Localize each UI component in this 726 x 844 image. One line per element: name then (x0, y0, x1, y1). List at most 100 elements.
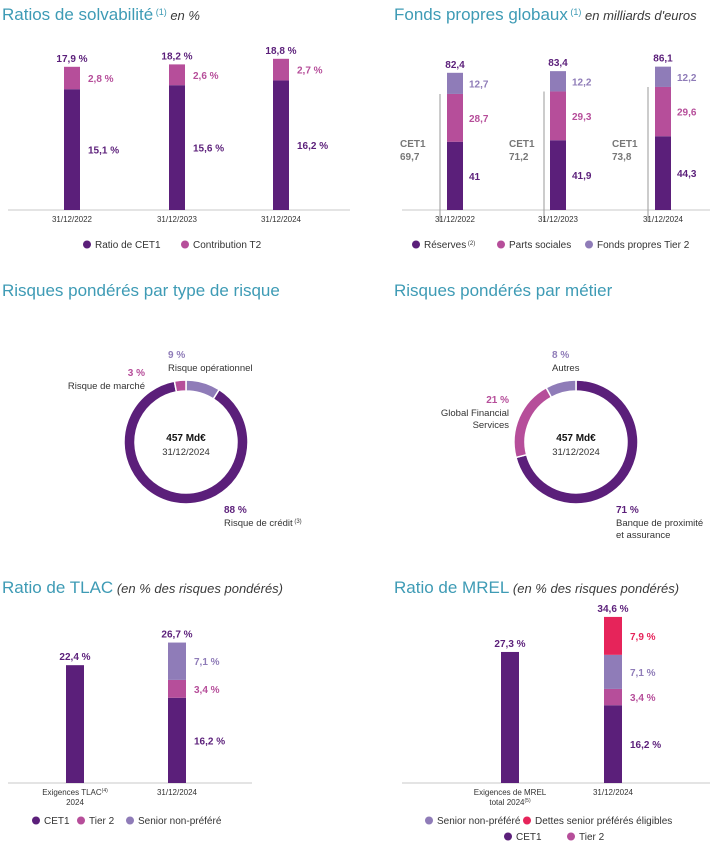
mrel-seg-label-1: 3,4 % (630, 693, 656, 704)
tlac-tick-1-0: 31/12/2024 (157, 788, 198, 797)
mrel-legend-a-label-1: Dettes senior préférés éligibles (535, 816, 672, 827)
mrel-legend-b-label-0: CET1 (516, 832, 542, 843)
rwabiz-donut-slice-1 (513, 386, 553, 459)
tlac-bar-seg-2 (168, 642, 186, 680)
ownfunds-cet1-value-1: 71,2 (509, 152, 529, 163)
mrel-bar-seg-3 (604, 616, 622, 655)
ownfunds-title-note: (1) (568, 7, 582, 17)
mrel-legend-b-swatch-1 (567, 832, 575, 841)
ownfunds-legend-swatch-2 (585, 240, 593, 249)
ownfunds-bar-reserves-1 (550, 140, 566, 210)
solvency-bar-t2-0 (64, 66, 80, 90)
mrel-seg-label-2: 7,1 % (630, 668, 656, 679)
tlac-legend-swatch-1 (77, 816, 85, 825)
mrel-seg-label-0: 16,2 % (630, 740, 661, 751)
solvency-legend-label-1: Contribution T2 (193, 240, 262, 251)
solvency-total-1: 18,2 % (161, 51, 192, 62)
ownfunds-label-reserves-1: 41,9 (572, 171, 592, 182)
mrel-legend-b-swatch-0 (504, 832, 512, 841)
solvency-legend-swatch-0 (83, 240, 91, 249)
rwabiz-center-date: 31/12/2024 (552, 447, 600, 458)
tlac-legend-label-2: Senior non-préféré (138, 816, 222, 827)
rwabiz-autres-pct: 8 % (552, 350, 569, 361)
rwabiz-gfs-pct: 21 % (486, 395, 509, 406)
rwarisk-op-pct: 9 % (168, 350, 185, 361)
solvency-title: Ratios de solvabilité (1) en % (2, 5, 200, 24)
tlac-bar-requirement (66, 665, 84, 783)
mrel-bar-requirement (501, 651, 519, 783)
tlac-tick-note-0: (4) (102, 788, 108, 794)
ownfunds-bar-tier2-1 (550, 71, 566, 92)
rwabiz-prox-name-1: et assurance (616, 530, 670, 541)
solvency-bar-cet1-2 (273, 80, 289, 211)
solvency-legend-label-0: Ratio de CET1 (95, 240, 161, 251)
ownfunds-label-reserves-2: 44,3 (677, 169, 697, 180)
rwarisk-title-main: Risques pondérés par type de risque (2, 281, 280, 300)
solvency-bar-t2-1 (169, 64, 185, 86)
ownfunds-legend-swatch-1 (497, 240, 505, 249)
tlac-title-subtitle: (en % des risques pondérés) (113, 581, 283, 596)
rwabiz-title: Risques pondérés par métier (394, 281, 613, 300)
tlac-tick-0-1: 2024 (66, 798, 84, 807)
tlac-seg-label-0: 16,2 % (194, 736, 225, 747)
solvency-label-cet1-2: 16,2 % (297, 141, 328, 152)
solvency-title-main: Ratios de solvabilité (2, 5, 153, 24)
ownfunds-label-parts-1: 29,3 (572, 112, 592, 123)
mrel-title: Ratio de MREL (en % des risques pondérés… (394, 578, 679, 597)
tlac-legend-swatch-0 (32, 816, 40, 825)
ownfunds-legend-swatch-0 (412, 240, 420, 249)
ownfunds-bar-parts-2 (655, 86, 671, 137)
tlac-bar-seg-0 (168, 697, 186, 783)
rwarisk-center-date: 31/12/2024 (162, 447, 210, 458)
ownfunds-legend-label-1: Parts sociales (509, 240, 571, 251)
solvency-legend-swatch-1 (181, 240, 189, 249)
solvency-bar-cet1-1 (169, 85, 185, 210)
solvency-tick-2: 31/12/2024 (261, 215, 302, 224)
ownfunds-tick-1: 31/12/2023 (538, 215, 579, 224)
ownfunds-label-tier2-0: 12,7 (469, 79, 489, 90)
solvency-tick-1: 31/12/2023 (157, 215, 198, 224)
mrel-legend-a-label-0: Senior non-préféré (437, 816, 521, 827)
solvency-label-cet1-1: 15,6 % (193, 144, 224, 155)
rwabiz-center-value: 457 Md€ (556, 433, 596, 444)
ownfunds-bar-tier2-2 (655, 66, 671, 87)
mrel-title-main: Ratio de MREL (394, 578, 509, 597)
mrel-tick-0-1: total 2024(5) (489, 798, 531, 807)
ownfunds-tick-2: 31/12/2024 (643, 215, 684, 224)
rwabiz-prox-name-0: Banque de proximité (616, 518, 703, 529)
ownfunds-cet1-label-2: CET1 (612, 139, 638, 150)
tlac-title: Ratio de TLAC (en % des risques pondérés… (2, 578, 283, 597)
tlac-total: 26,7 % (161, 630, 192, 641)
rwabiz-prox-pct: 71 % (616, 505, 639, 516)
ownfunds-title: Fonds propres globaux (1) en milliards d… (394, 5, 697, 24)
ownfunds-legend-note-0: (2) (466, 241, 475, 247)
rwarisk-donut-slice-0 (185, 379, 221, 400)
tlac-requirement-label: 22,4 % (59, 652, 90, 663)
solvency-title-subtitle: en % (167, 8, 200, 23)
rwarisk-center-value: 457 Md€ (166, 433, 206, 444)
rwarisk-market-name: Risque de marché (68, 381, 145, 392)
rwarisk-donut-slice-1 (123, 380, 249, 505)
ownfunds-cet1-value-0: 69,7 (400, 152, 420, 163)
ownfunds-label-tier2-1: 12,2 (572, 77, 592, 88)
mrel-seg-label-3: 7,9 % (630, 632, 656, 643)
tlac-bar-seg-1 (168, 679, 186, 698)
solvency-tick-0: 31/12/2022 (52, 215, 93, 224)
tlac-tick-0-0: Exigences TLAC(4) (42, 788, 108, 797)
rwabiz-autres-name-0: Autres (552, 363, 580, 374)
mrel-legend-b-label-1: Tier 2 (579, 832, 605, 843)
rwabiz-donut-slice-2 (545, 379, 577, 399)
ownfunds-label-tier2-2: 12,2 (677, 73, 697, 84)
rwarisk-op-name: Risque opérationnel (168, 363, 253, 374)
ownfunds-bar-reserves-0 (447, 141, 463, 210)
rwarisk-credit-note: (3) (293, 519, 302, 525)
ownfunds-bar-tier2-0 (447, 72, 463, 94)
mrel-bar-seg-0 (604, 705, 622, 783)
ownfunds-total-0: 82,4 (445, 60, 465, 71)
ownfunds-label-parts-0: 28,7 (469, 114, 489, 125)
mrel-tick-note-0: (5) (525, 798, 531, 804)
tlac-legend-label-0: CET1 (44, 816, 70, 827)
mrel-title-subtitle: (en % des risques pondérés) (509, 581, 679, 596)
ownfunds-title-subtitle: en milliards d'euros (581, 8, 697, 23)
ownfunds-tick-0: 31/12/2022 (435, 215, 476, 224)
